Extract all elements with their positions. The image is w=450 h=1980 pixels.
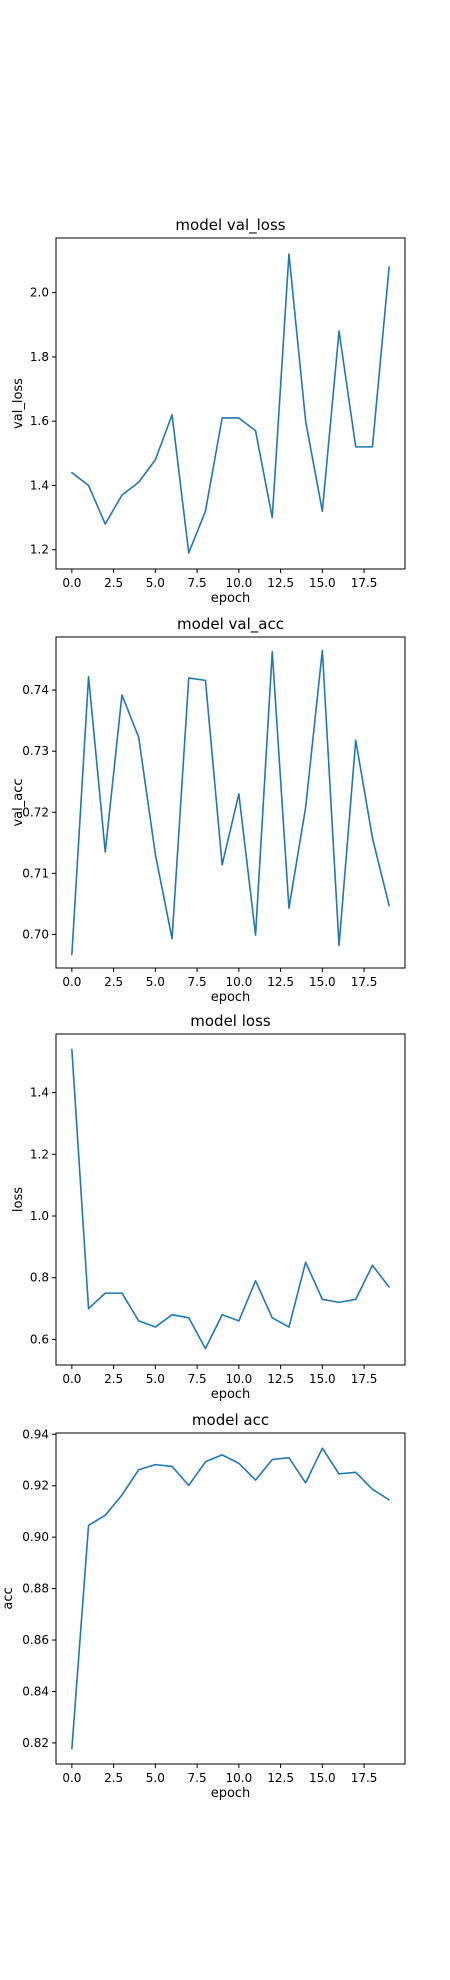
x-tick-label: 7.5 — [188, 1771, 207, 1785]
x-tick-label: 10.0 — [225, 576, 252, 590]
x-tick-label: 0.0 — [62, 1372, 81, 1386]
x-tick-label: 17.5 — [351, 576, 378, 590]
y-tick-label: 1.4 — [30, 1086, 49, 1100]
y-tick-label: 1.0 — [30, 1209, 49, 1223]
y-tick-label: 0.73 — [22, 744, 49, 758]
x-axis-label: epoch — [211, 990, 251, 1005]
x-tick-label: 5.0 — [146, 576, 165, 590]
y-tick-label: 0.6 — [30, 1332, 49, 1346]
x-tick-label: 15.0 — [309, 975, 336, 989]
y-tick-label: 1.8 — [30, 350, 49, 364]
x-tick-label: 2.5 — [104, 1771, 123, 1785]
x-tick-label: 12.5 — [267, 576, 294, 590]
x-tick-label: 12.5 — [267, 1771, 294, 1785]
x-tick-label: 2.5 — [104, 1372, 123, 1386]
y-axis-label: val_acc — [11, 778, 26, 826]
y-tick-label: 0.8 — [30, 1271, 49, 1285]
x-tick-label: 5.0 — [146, 1372, 165, 1386]
series-line — [71, 649, 390, 956]
y-tick-label: 0.82 — [22, 1736, 49, 1750]
y-tick-label: 0.70 — [22, 927, 49, 941]
axes-frame — [55, 636, 406, 969]
y-axis-label: acc — [1, 1587, 16, 1609]
series-line — [71, 1048, 390, 1350]
x-tick-label: 12.5 — [267, 975, 294, 989]
subplot-2: model loss 0.0 2.5 5.0 7.5 10.0 12.5 15.0 17.5 0.… — [11, 1012, 406, 1402]
x-tick-label: 17.5 — [351, 1372, 378, 1386]
x-axis-label: epoch — [211, 1387, 251, 1402]
chart-title: model loss — [190, 1012, 271, 1030]
x-tick-label: 15.0 — [309, 576, 336, 590]
y-tick-label: 0.92 — [22, 1479, 49, 1493]
x-axis-label: epoch — [211, 1786, 251, 1801]
y-tick-label: 0.88 — [22, 1582, 49, 1596]
x-tick-label: 0.0 — [62, 1771, 81, 1785]
axes-frame — [55, 1033, 406, 1366]
y-tick-label: 0.90 — [22, 1530, 49, 1544]
chart-title: model val_acc — [177, 615, 284, 634]
y-tick-label: 0.86 — [22, 1633, 49, 1647]
subplot-3: model acc 0.0 2.5 5.0 7.5 10.0 12.5 15.0 17.5 0.8… — [1, 1411, 406, 1801]
axes-frame — [55, 1432, 406, 1765]
y-tick-label: 1.6 — [30, 414, 49, 428]
series-line — [71, 253, 390, 554]
x-tick-label: 12.5 — [267, 1372, 294, 1386]
y-axis-label: val_loss — [11, 378, 26, 429]
y-tick-label: 1.2 — [30, 1147, 49, 1161]
x-tick-label: 7.5 — [188, 576, 207, 590]
x-tick-label: 2.5 — [104, 576, 123, 590]
x-tick-label: 15.0 — [309, 1771, 336, 1785]
axes-frame — [55, 237, 406, 570]
x-tick-label: 0.0 — [62, 975, 81, 989]
x-tick-label: 2.5 — [104, 975, 123, 989]
y-axis-label: loss — [11, 1187, 26, 1212]
x-tick-label: 7.5 — [188, 1372, 207, 1386]
x-tick-label: 5.0 — [146, 1771, 165, 1785]
y-tick-label: 2.0 — [30, 286, 49, 300]
x-tick-label: 7.5 — [188, 975, 207, 989]
x-tick-label: 10.0 — [225, 1372, 252, 1386]
x-tick-label: 10.0 — [225, 975, 252, 989]
x-axis-label: epoch — [211, 591, 251, 606]
chart-title: model acc — [192, 1411, 269, 1429]
y-tick-label: 0.94 — [22, 1427, 49, 1441]
y-tick-label: 0.72 — [22, 805, 49, 819]
x-tick-label: 10.0 — [225, 1771, 252, 1785]
x-tick-label: 5.0 — [146, 975, 165, 989]
y-tick-label: 1.4 — [30, 478, 49, 492]
y-tick-label: 0.71 — [22, 866, 49, 880]
series-line — [71, 1447, 390, 1750]
x-tick-label: 17.5 — [351, 1771, 378, 1785]
x-tick-label: 0.0 — [62, 576, 81, 590]
x-tick-label: 17.5 — [351, 975, 378, 989]
subplot-1: model val_acc 0.0 2.5 5.0 7.5 10.0 12.5 15.0 17.… — [11, 615, 406, 1005]
chart-title: model val_loss — [175, 216, 285, 235]
x-tick-label: 15.0 — [309, 1372, 336, 1386]
y-tick-label: 0.84 — [22, 1684, 49, 1698]
y-tick-label: 0.74 — [22, 683, 49, 697]
y-tick-label: 1.2 — [30, 543, 49, 557]
subplot-0: model val_loss 0.0 2.5 5.0 7.5 10.0 12.5 15.0 17… — [11, 216, 406, 606]
